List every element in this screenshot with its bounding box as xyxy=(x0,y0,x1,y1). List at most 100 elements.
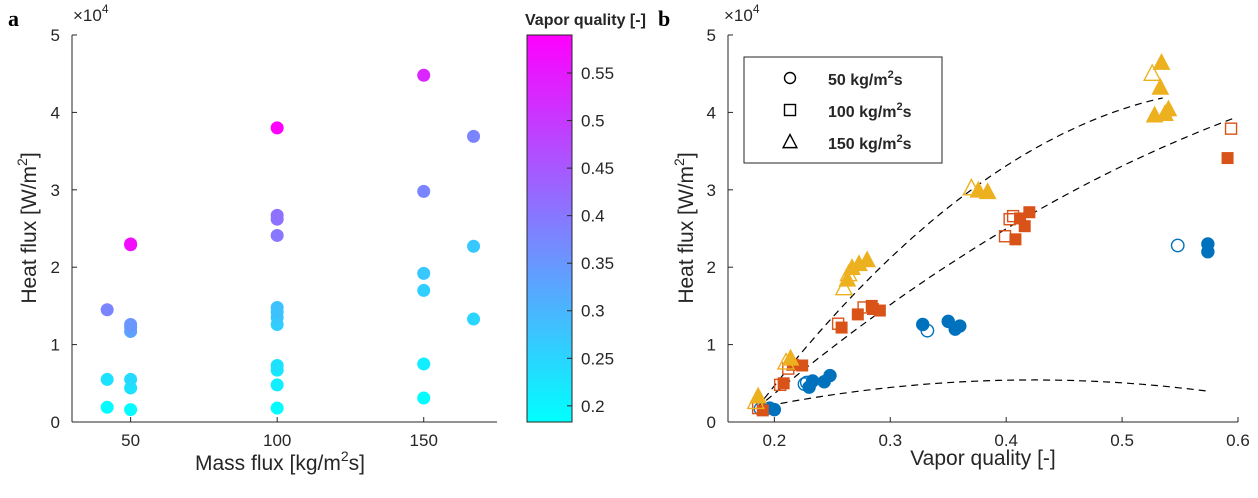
panel-a-y-tick-label: 2 xyxy=(51,258,60,277)
colorbar-tick-label: 0.3 xyxy=(581,302,605,321)
panel-a-marks xyxy=(100,68,481,417)
panel-b-marks xyxy=(746,53,1238,417)
panel-a-plot-area xyxy=(72,35,497,422)
colorbar-ticks: 0.2 0.25 0.3 0.35 0.4 0.45 0.5 0.55 xyxy=(567,64,614,416)
panel-a-y-tick-label: 4 xyxy=(51,103,60,122)
panel-b-y-tick-label: 3 xyxy=(707,181,716,200)
panel-b-y-tick-label: 5 xyxy=(707,26,716,45)
marker-circle xyxy=(1201,245,1215,259)
colorbar xyxy=(526,34,573,423)
colorbar-tick-label: 0.2 xyxy=(581,397,605,416)
scatter-point xyxy=(124,237,138,251)
marker-square xyxy=(835,321,848,334)
panel-b-y-axis-label: Heat flux [W/m2] xyxy=(671,152,698,303)
colorbar-tick-label: 0.4 xyxy=(581,207,605,226)
marker-circle xyxy=(1170,238,1185,253)
panel-a: a 50 100 150 0 1 2 3 4 5 ×104 Mass flux [kg/m2s]… xyxy=(8,2,646,475)
panel-b-y-tick-label: 2 xyxy=(707,258,716,277)
marker-circle xyxy=(920,323,935,338)
scatter-point xyxy=(270,300,284,314)
colorbar-tick-label: 0.25 xyxy=(581,349,614,368)
fit-curve xyxy=(756,97,1163,409)
marker-triangle xyxy=(1143,63,1162,81)
panel-b-axes: 0.2 0.3 0.4 0.5 0.6 0 1 2 3 4 5 xyxy=(707,26,1250,450)
marker-triangle xyxy=(962,177,981,196)
scatter-point xyxy=(100,372,114,386)
marker-square xyxy=(777,377,790,390)
legend-label: 100 kg/m2s xyxy=(828,101,912,121)
legend-box xyxy=(743,56,943,164)
colorbar-tick-label: 0.5 xyxy=(581,112,605,131)
panel-b-y-exponent: ×104 xyxy=(724,2,760,25)
panel-a-y-tick-label: 5 xyxy=(51,26,60,45)
scatter-point xyxy=(467,239,481,253)
marker-triangle xyxy=(978,182,997,200)
marker-square xyxy=(773,378,787,392)
marker-triangle xyxy=(834,277,854,296)
colorbar-tick-label: 0.35 xyxy=(581,254,614,273)
marker-square xyxy=(783,103,797,117)
scatter-point xyxy=(270,121,284,135)
scatter-point xyxy=(124,317,138,331)
panel-b-label: b xyxy=(658,6,670,31)
panel-a-y-tick-label: 3 xyxy=(51,181,60,200)
scatter-point xyxy=(270,208,284,222)
panel-b-y-tick-label: 0 xyxy=(707,413,716,432)
scatter-point xyxy=(417,184,431,198)
fit-curve xyxy=(756,118,1233,409)
panel-b-x-tick-label: 0.4 xyxy=(994,431,1018,450)
legend-label: 150 kg/m2s xyxy=(828,133,912,153)
scatter-point xyxy=(270,228,284,242)
panel-b-x-tick-label: 0.3 xyxy=(878,431,902,450)
marker-square xyxy=(1018,220,1031,233)
marker-triangle xyxy=(839,263,858,282)
marker-circle xyxy=(797,377,812,391)
scatter-point xyxy=(467,312,481,326)
marker-circle xyxy=(783,71,797,85)
marker-square xyxy=(1009,233,1022,246)
marker-triangle xyxy=(1159,99,1178,117)
marker-square xyxy=(1224,122,1238,135)
marker-square xyxy=(1221,152,1234,165)
marker-square xyxy=(873,304,886,317)
panel-b-x-tick-label: 0.6 xyxy=(1226,431,1250,450)
panel-b-x-tick-label: 0.2 xyxy=(763,431,787,450)
fit-curve xyxy=(756,379,1210,409)
scatter-point xyxy=(417,68,431,82)
marker-circle xyxy=(953,319,967,333)
scatter-point xyxy=(467,129,481,143)
panel-a-x-tick-label: 50 xyxy=(121,431,140,450)
panel-a-label: a xyxy=(8,6,19,31)
marker-triangle xyxy=(781,348,800,366)
panel-a-x-tick-label: 150 xyxy=(410,431,438,450)
scatter-point xyxy=(270,378,284,392)
panel-a-axes: 50 100 150 0 1 2 3 4 5 xyxy=(51,26,497,450)
marker-square xyxy=(831,317,845,330)
marker-square xyxy=(1003,213,1016,226)
scatter-point xyxy=(124,403,138,417)
marker-triangle xyxy=(1151,77,1170,95)
panel-a-x-tick-label: 100 xyxy=(263,431,291,450)
panel-b: b 0.2 0.3 0.4 0.5 0.6 0 1 2 3 4 5 ×104 Vapor quali… xyxy=(658,2,1250,470)
scatter-point xyxy=(270,358,284,372)
scatter-point xyxy=(100,303,114,317)
marker-circle xyxy=(823,368,837,383)
scatter-point xyxy=(417,283,431,297)
scatter-point xyxy=(417,266,431,280)
marker-triangle xyxy=(781,132,799,149)
marker-triangle xyxy=(746,391,766,410)
panel-b-fit-curves xyxy=(756,97,1233,409)
scatter-point xyxy=(100,400,114,414)
panel-a-y-tick-label: 1 xyxy=(51,336,60,355)
marker-circle xyxy=(799,375,814,390)
panel-a-x-axis-label: Mass flux [kg/m2s] xyxy=(195,448,365,475)
colorbar-tick-label: 0.45 xyxy=(581,159,614,178)
scatter-point xyxy=(417,391,431,405)
colorbar-tick-label: 0.55 xyxy=(581,64,614,83)
marker-triangle xyxy=(858,250,876,268)
marker-triangle xyxy=(1152,53,1171,70)
marker-square xyxy=(998,230,1012,243)
scatter-point xyxy=(417,357,431,371)
scatter-point xyxy=(124,372,138,386)
panel-b-x-axis-label: Vapor quality [-] xyxy=(910,447,1056,470)
